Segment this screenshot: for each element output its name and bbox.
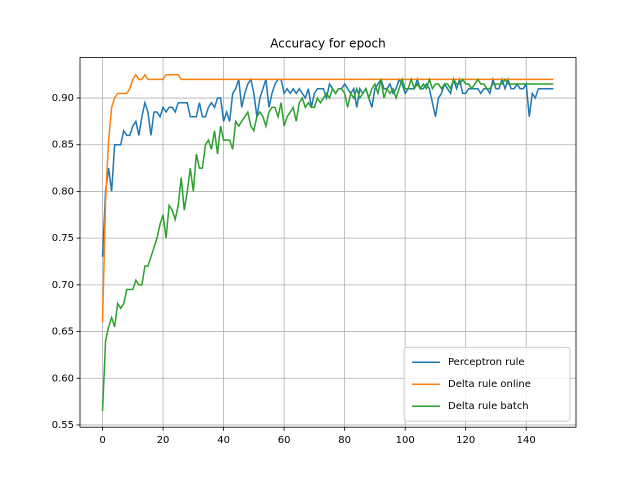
y-tick-label: 0.85 xyxy=(52,140,74,151)
y-tick-label: 0.55 xyxy=(52,420,74,431)
plot-frame xyxy=(79,57,577,428)
x-tick-label: 40 xyxy=(217,435,230,446)
y-tick-label: 0.75 xyxy=(52,233,74,244)
series-line xyxy=(101,76,554,411)
x-tick-label: 60 xyxy=(278,435,291,446)
legend-label: Delta rule online xyxy=(448,379,531,390)
legend-box xyxy=(403,346,571,422)
series-line xyxy=(101,76,554,257)
legend-label: Delta rule batch xyxy=(448,401,529,412)
x-tick-label: 20 xyxy=(157,435,170,446)
legend-label: Perceptron rule xyxy=(448,357,525,368)
y-tick-label: 0.60 xyxy=(52,373,74,384)
legend: Perceptron rule Delta rule online Delta ru… xyxy=(403,346,571,422)
y-tick-label: 0.65 xyxy=(52,327,74,338)
y-tick-label: 0.70 xyxy=(52,280,74,291)
x-tick-label: 80 xyxy=(338,435,351,446)
x-tick-label: 100 xyxy=(396,435,415,446)
y-tick-label: 0.80 xyxy=(52,186,74,197)
x-tick-label: 140 xyxy=(517,435,536,446)
y-tick-label: 0.90 xyxy=(52,93,74,104)
chart-title: Accuracy for epoch xyxy=(270,37,385,51)
x-tick-label: 0 xyxy=(99,435,105,446)
x-tick-label: 120 xyxy=(456,435,475,446)
